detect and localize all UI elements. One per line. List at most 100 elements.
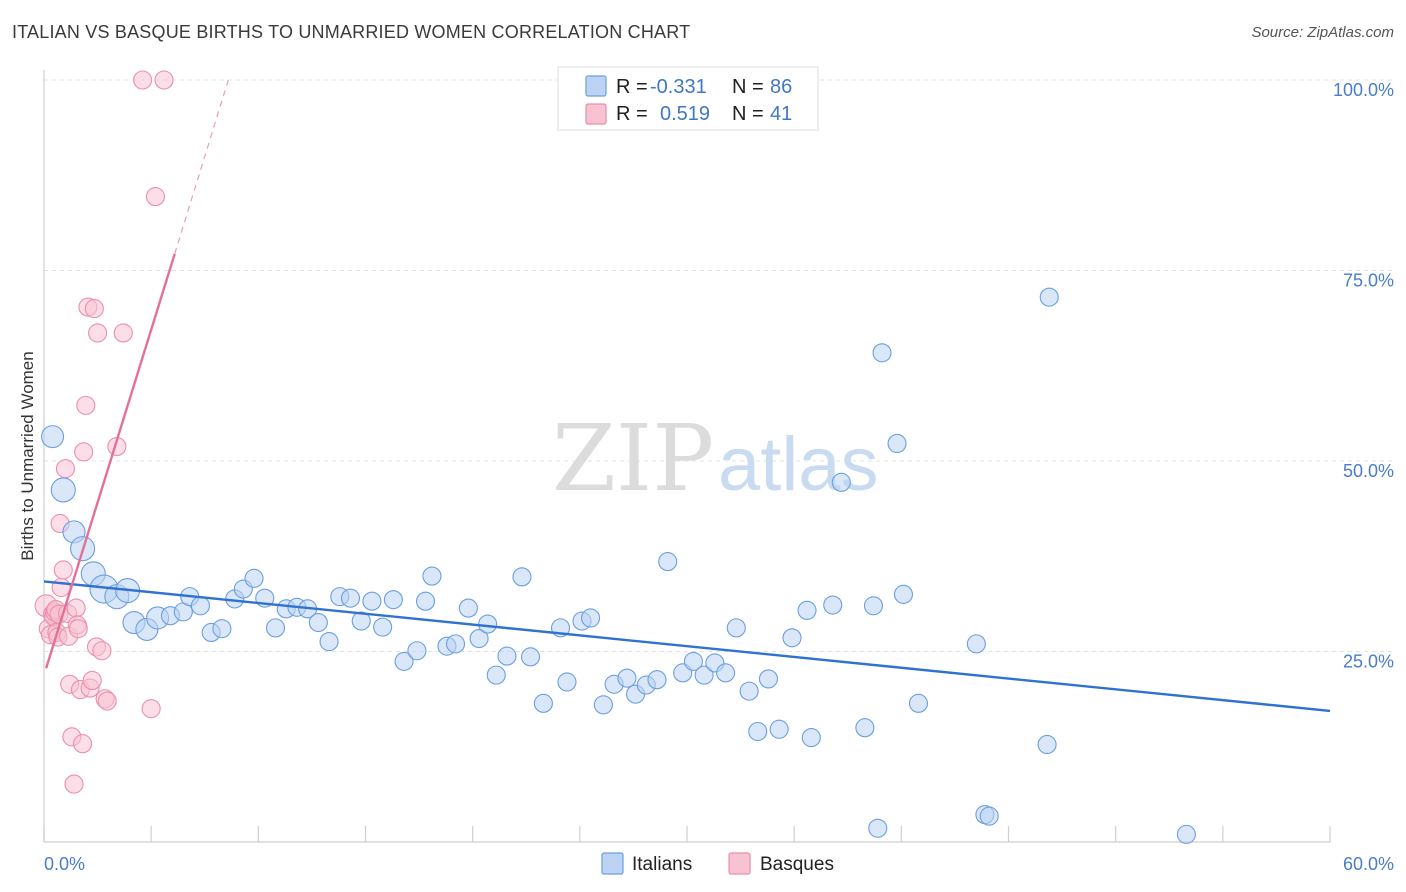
italian-point — [683, 651, 703, 671]
italian-point — [1037, 734, 1057, 755]
legend-basques-label: Basques — [760, 854, 834, 875]
basque-point — [88, 323, 108, 343]
italians-n-value: 86 — [770, 76, 792, 98]
basque-point — [82, 670, 102, 691]
italian-point — [319, 632, 339, 652]
basques-n-label: N = — [732, 103, 764, 125]
y-tick-label: 50.0% — [1343, 461, 1394, 481]
basque-point — [55, 459, 75, 479]
chart-title: ITALIAN VS BASQUE BIRTHS TO UNMARRIED WO… — [12, 22, 691, 42]
italian-point — [212, 619, 232, 639]
basque-point — [73, 734, 93, 754]
stats-legend: R = -0.331 N = 86 R = 0.519 N = 41 — [557, 66, 819, 131]
y-tick-labels: 25.0% 50.0% 75.0% 100.0% — [1333, 80, 1394, 672]
italian-point — [694, 665, 714, 685]
italians-r-value: -0.331 — [650, 76, 707, 98]
y-axis-label: Births to Unmarried Women — [18, 351, 37, 560]
italian-point — [617, 668, 637, 688]
watermark-atlas: atlas — [718, 422, 879, 507]
italian-point — [893, 584, 914, 604]
italian-point — [716, 663, 736, 683]
italian-point — [478, 614, 498, 634]
basque-point — [68, 619, 88, 639]
italians-swatch — [585, 75, 607, 97]
italian-point — [979, 806, 999, 826]
italian-point — [520, 647, 541, 667]
italian-point — [863, 596, 884, 616]
basque-point — [92, 641, 112, 661]
basque-point — [84, 299, 104, 319]
grid — [44, 79, 1394, 652]
watermark-zip: ZIP — [552, 405, 714, 512]
italian-point — [647, 670, 667, 690]
italian-point — [407, 641, 427, 661]
basques-trend-extension — [174, 79, 229, 254]
x-tick-label-max: 60.0% — [1343, 854, 1394, 874]
italian-point — [512, 567, 532, 587]
italian-point — [593, 695, 613, 715]
italian-point — [415, 591, 436, 611]
italian-point — [445, 634, 466, 654]
italian-point — [1039, 287, 1059, 307]
x-tick-label-min: 0.0% — [44, 854, 85, 874]
italians-points — [41, 287, 1196, 844]
italian-point — [855, 718, 875, 738]
italian-point — [190, 596, 211, 616]
basque-point — [97, 691, 117, 711]
italian-point — [801, 728, 821, 748]
italian-point — [486, 665, 506, 685]
basque-point — [64, 774, 84, 794]
y-tick-label: 25.0% — [1343, 652, 1394, 672]
italian-point — [658, 552, 678, 572]
legend-italians-swatch — [601, 852, 624, 875]
italian-point — [265, 618, 286, 638]
italian-point — [383, 590, 403, 610]
watermark: ZIP atlas — [552, 405, 879, 512]
italian-point — [394, 651, 414, 671]
italian-point — [351, 611, 371, 631]
trend-lines — [43, 79, 1331, 713]
basques-r-label: R = — [616, 103, 648, 125]
x-tick-marks — [43, 826, 1331, 842]
italian-point — [908, 693, 929, 713]
italian-point — [469, 628, 489, 649]
italian-point — [782, 628, 802, 648]
basque-point — [145, 187, 166, 207]
italian-point — [887, 433, 907, 454]
italians-r-label: R = — [616, 76, 648, 98]
italian-point — [373, 617, 393, 637]
basques-points — [34, 70, 174, 794]
basque-point — [51, 577, 71, 598]
italians-n-label: N = — [732, 76, 764, 98]
basque-point — [74, 442, 94, 462]
italian-point — [557, 672, 577, 692]
y-tick-label: 75.0% — [1343, 271, 1394, 291]
italian-point — [758, 669, 778, 689]
italian-point — [769, 719, 789, 739]
italian-point — [726, 618, 746, 638]
basques-trend-line — [44, 253, 176, 669]
italian-point — [497, 646, 517, 666]
basque-point — [53, 560, 73, 580]
basque-point — [76, 395, 96, 415]
italian-point — [41, 425, 65, 449]
basque-point — [113, 323, 133, 343]
italian-point — [1176, 824, 1196, 844]
basque-point — [133, 70, 153, 90]
italian-point — [966, 634, 986, 654]
italian-point — [739, 681, 759, 701]
italian-point — [308, 612, 328, 633]
italian-point — [533, 693, 553, 713]
italian-point — [823, 595, 843, 615]
legend-basques-swatch — [728, 852, 751, 875]
italian-point — [872, 343, 892, 363]
italian-point — [868, 818, 888, 838]
italians-trend-line — [43, 580, 1331, 713]
source-label: Source: ZipAtlas.com — [1251, 24, 1394, 41]
italian-point — [340, 588, 361, 608]
italian-point — [580, 608, 601, 628]
basques-swatch — [585, 103, 607, 125]
italian-point — [362, 591, 382, 611]
italian-point — [797, 600, 817, 620]
